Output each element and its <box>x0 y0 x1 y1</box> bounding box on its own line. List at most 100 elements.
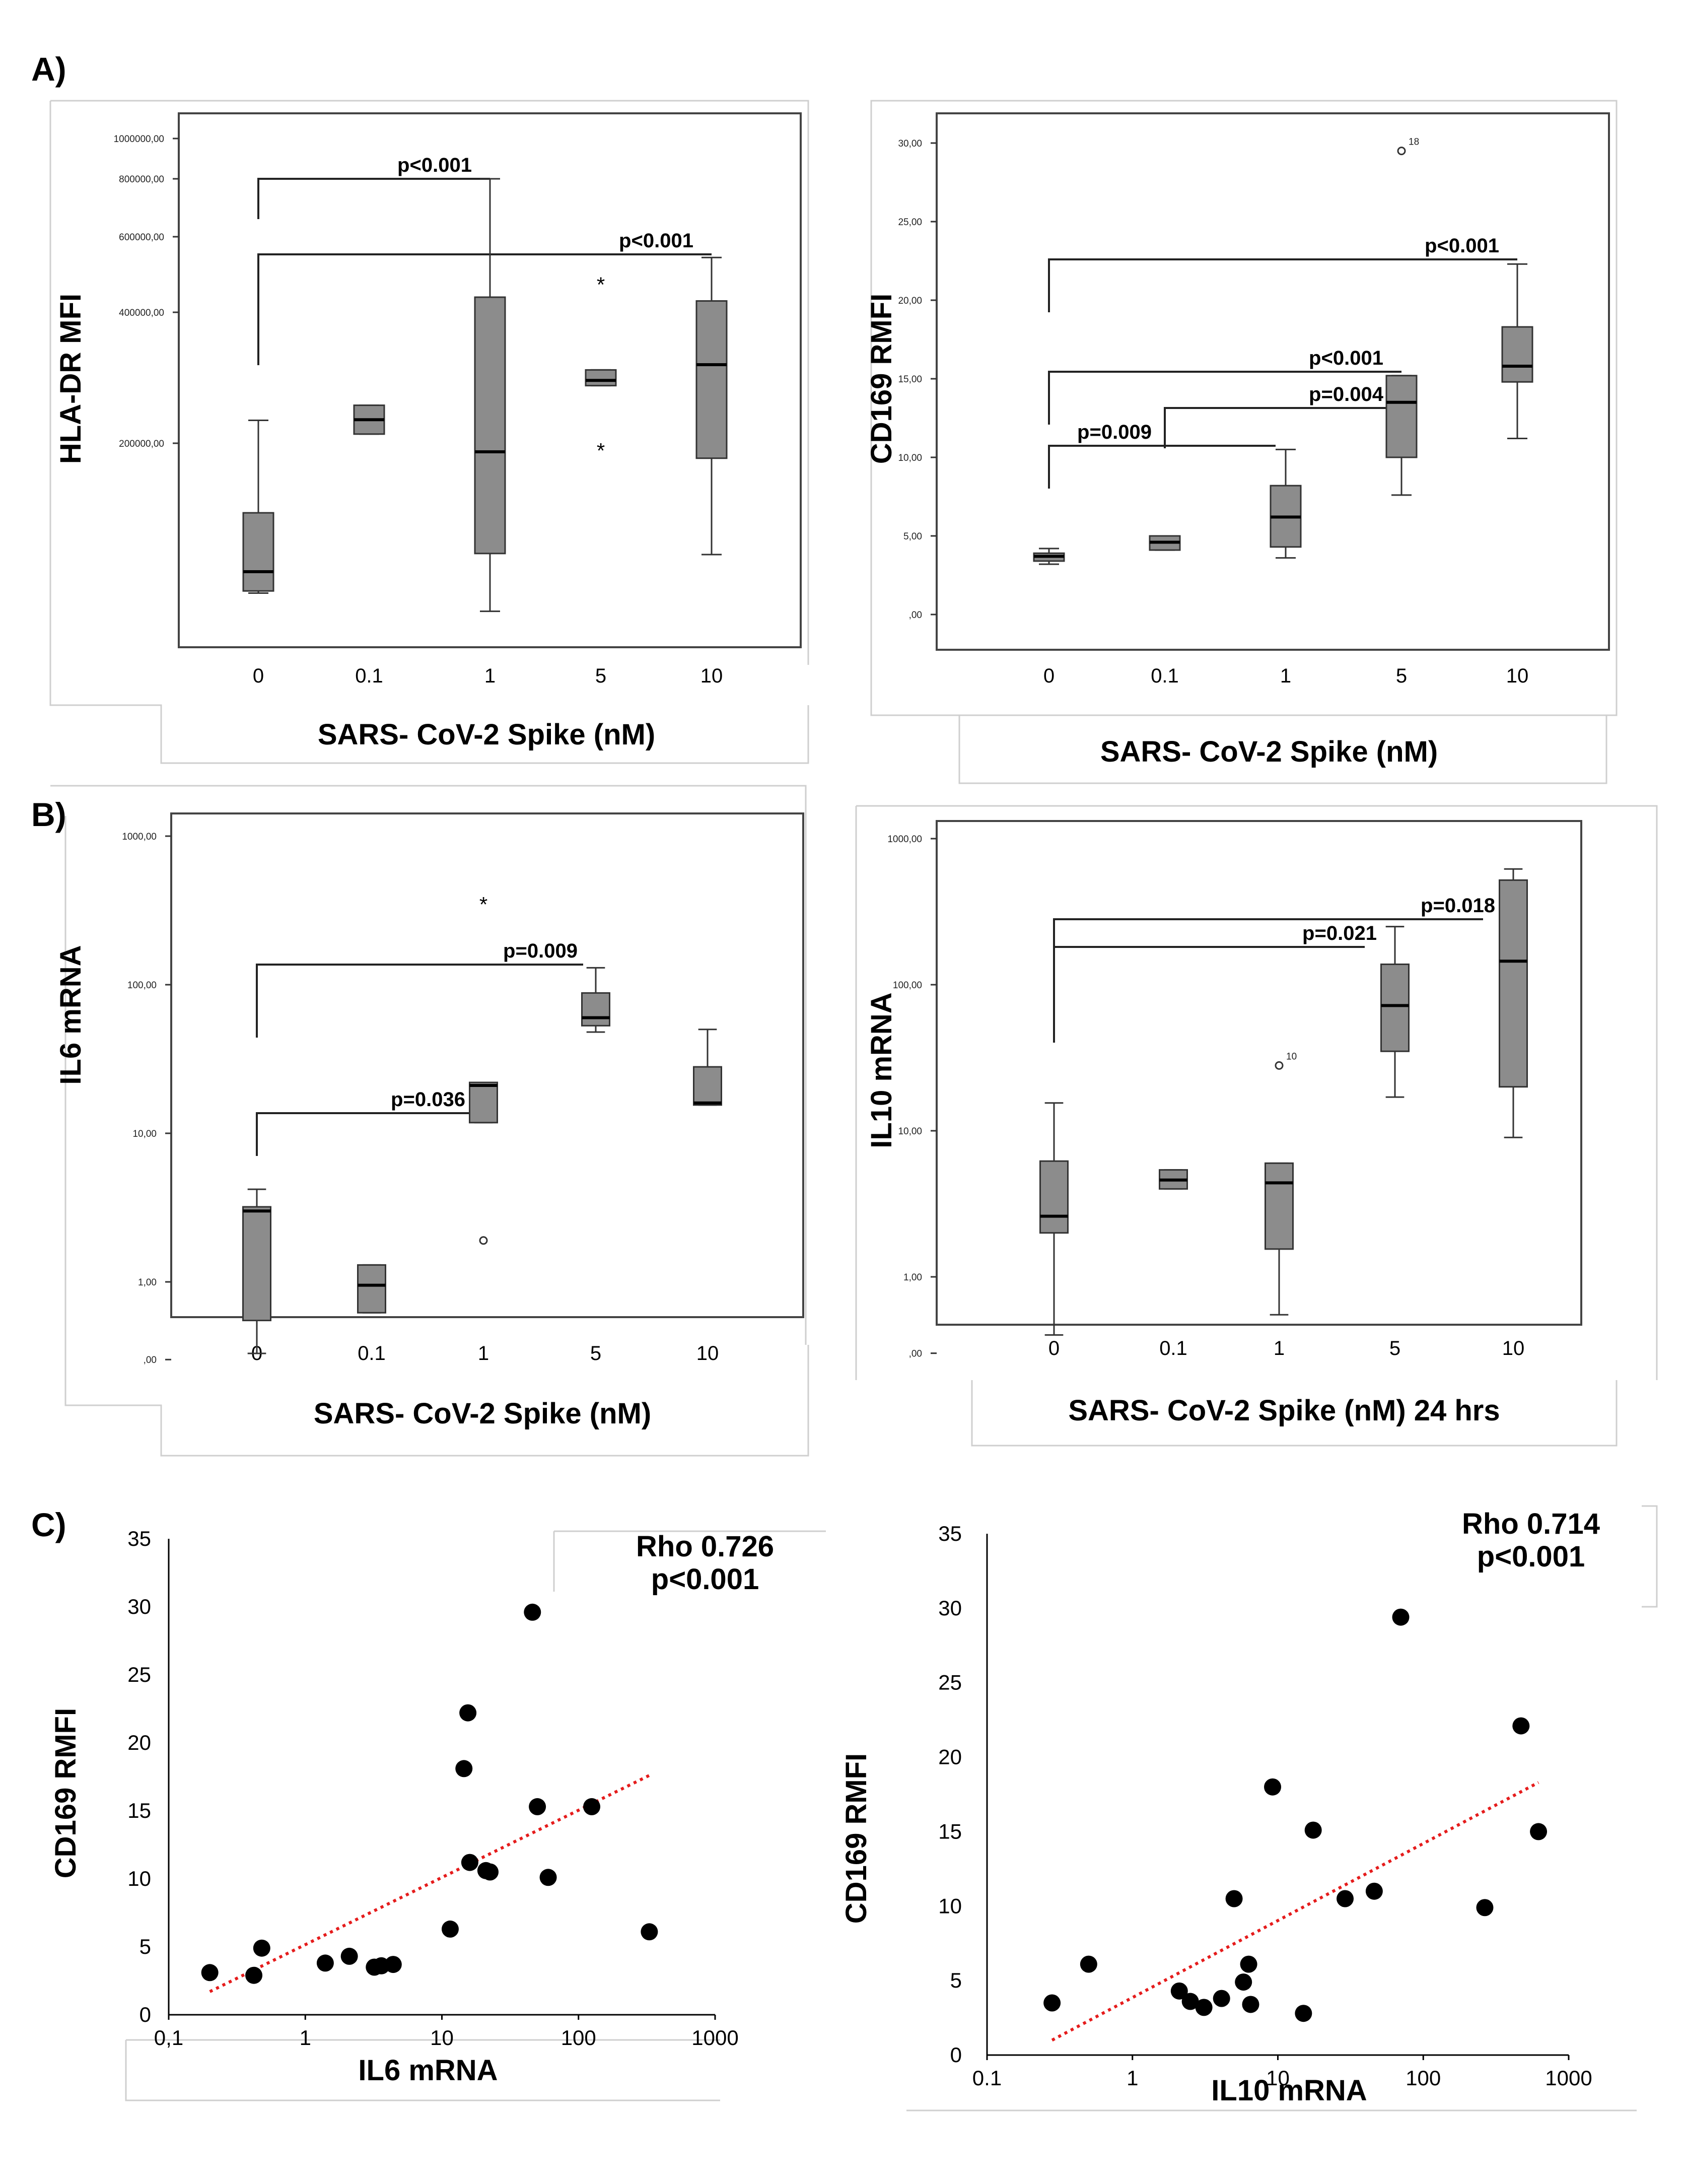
box-iqr-10 <box>1501 326 1533 383</box>
scatter-point <box>481 1863 499 1881</box>
p-value-label: p=0.009 <box>1077 421 1152 443</box>
x-tick-label: 0.1 <box>1151 665 1179 687</box>
box-outlier-label: 10 <box>1286 1051 1297 1062</box>
scatter-point <box>1512 1717 1530 1735</box>
chart-il10: IL10 mRNA SARS- CoV-2 Spike (nM) 24 hrs … <box>865 820 1582 1427</box>
x-tick-label: 0 <box>253 665 264 687</box>
x-tick-label: 0.1 <box>972 2066 1002 2090</box>
p-value-label: p=0.018 <box>1421 895 1495 917</box>
x-tick-label: 100 <box>1406 2066 1441 2090</box>
scatter-point <box>1337 1890 1354 1907</box>
il6-x-axis-label: SARS- CoV-2 Spike (nM) <box>314 1397 651 1430</box>
x-tick-label: 1 <box>484 665 496 687</box>
sc2-p-label: p<0.001 <box>1477 1540 1585 1573</box>
scatter-point <box>524 1603 541 1621</box>
y-tick-label: 5 <box>139 1935 151 1958</box>
p-value-label: p=0.021 <box>1302 922 1377 944</box>
box-iqr-5 <box>581 992 610 1027</box>
box-extreme-marker: * <box>479 893 487 916</box>
scatter-point <box>316 1954 334 1972</box>
sc2-x-axis-label: IL10 mRNA <box>1211 2074 1367 2107</box>
significance-bracket <box>1053 918 1483 1040</box>
x-tick-label: 5 <box>1396 665 1407 687</box>
y-tick-label: 1000000,00 <box>114 134 164 145</box>
y-tick-label: ,00 <box>144 1355 157 1366</box>
panel-label-b: B) <box>31 796 66 833</box>
y-tick-label: 1000,00 <box>887 834 922 845</box>
significance-bracket <box>257 178 490 219</box>
scatter-point <box>245 1966 263 1984</box>
y-tick-label: 30 <box>127 1595 151 1618</box>
p-value-label: p=0.009 <box>503 940 578 962</box>
scatter-point <box>1225 1890 1243 1907</box>
p-value-label: p=0.036 <box>391 1088 465 1111</box>
scatter-point <box>441 1920 459 1938</box>
y-tick-label: 800000,00 <box>119 174 164 185</box>
scatter-point <box>201 1964 219 1982</box>
y-tick-label: 10 <box>938 1894 962 1918</box>
significance-bracket <box>257 253 712 365</box>
y-tick-label: 0 <box>139 2003 151 2026</box>
box-iqr-0 <box>242 512 274 592</box>
y-tick-label: 20,00 <box>898 296 922 306</box>
container-frames <box>49 100 1658 2111</box>
cd169-plot-frame <box>936 112 1610 651</box>
sc2-rho-label: Rho 0.714 <box>1462 1508 1600 1540</box>
box-outlier <box>479 1236 488 1245</box>
scatter-point <box>384 1956 402 1973</box>
scatter-point <box>641 1923 658 1941</box>
sc1-p-label: p<0.001 <box>651 1563 759 1596</box>
sc2-y-axis-label: CD169 RMFI <box>840 1753 873 1924</box>
y-tick-label: 5 <box>950 1968 962 1992</box>
scatter-point <box>1181 1993 1199 2010</box>
significance-bracket <box>1053 946 1365 1043</box>
box-iqr-1 <box>474 296 506 555</box>
scatter-point <box>1242 1996 1259 2013</box>
panel-label-c: C) <box>31 1506 66 1543</box>
x-tick-label: 1 <box>478 1342 489 1364</box>
box-iqr-5 <box>585 369 617 387</box>
scatter-point <box>461 1854 478 1871</box>
y-tick-label: 10,00 <box>898 453 922 463</box>
x-tick-label: 1 <box>1280 665 1291 687</box>
significance-bracket <box>256 964 583 1038</box>
box-extreme-marker: * <box>597 439 605 462</box>
y-tick-label: 25 <box>127 1663 151 1686</box>
cd169-y-axis-label: CD169 RMFI <box>865 294 898 464</box>
p-value-label: p<0.001 <box>619 230 693 252</box>
chart-scatter-il6: CD169 RMFI IL6 mRNA Rho 0.726 p<0.001 0 5… <box>49 1527 774 2087</box>
scatter-point <box>1476 1899 1494 1917</box>
y-tick-label: 35 <box>127 1527 151 1550</box>
x-tick-label: 1 <box>300 2026 311 2050</box>
sc1-y-axis-label: CD169 RMFI <box>49 1708 82 1878</box>
scatter-point <box>1213 1990 1230 2007</box>
scatter-point <box>253 1939 270 1957</box>
scatter-point <box>1304 1821 1322 1839</box>
scatter-point <box>529 1798 546 1815</box>
box-outlier-label: 18 <box>1409 137 1419 148</box>
scatter-point <box>455 1760 473 1778</box>
x-tick-label: 10 <box>1502 1337 1525 1359</box>
y-tick-label: 15 <box>938 1819 962 1843</box>
scatter-point <box>459 1704 477 1722</box>
significance-bracket <box>256 1112 471 1156</box>
p-value-label: p<0.001 <box>1425 235 1499 257</box>
y-tick-label: 1,00 <box>138 1277 157 1288</box>
box-iqr-0 <box>242 1206 271 1322</box>
x-tick-label: 1000 <box>1545 2066 1592 2090</box>
scatter-point <box>1392 1608 1410 1626</box>
x-tick-label: 1 <box>1127 2066 1138 2090</box>
scatter-point <box>340 1947 358 1965</box>
il6-plot-frame <box>170 812 804 1318</box>
p-value-label: p<0.001 <box>397 154 472 176</box>
y-tick-label: 10,00 <box>898 1126 922 1137</box>
scatter-point <box>1043 1994 1061 2012</box>
x-tick-label: 0,1 <box>154 2026 183 2050</box>
x-tick-label: 5 <box>595 665 606 687</box>
x-tick-label: 0.1 <box>355 665 383 687</box>
box-outlier <box>1397 147 1406 156</box>
box-iqr-0.1 <box>357 1264 386 1314</box>
y-tick-label: ,00 <box>909 610 922 621</box>
trend-line <box>1051 1781 1539 2042</box>
